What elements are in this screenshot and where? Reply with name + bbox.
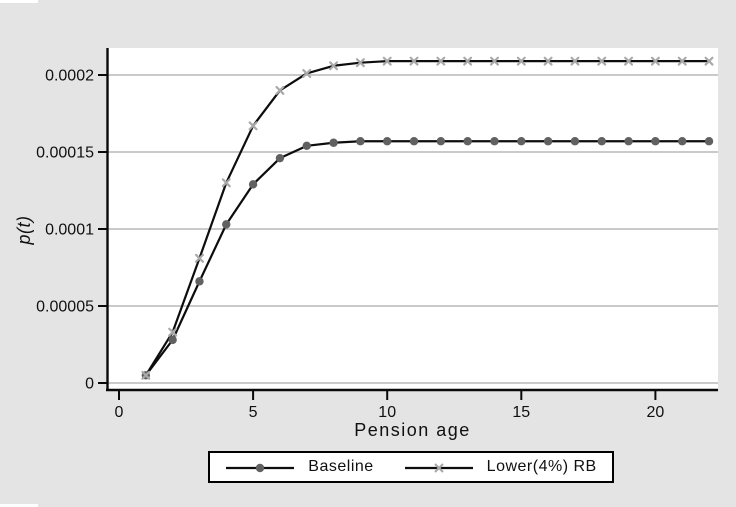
x-marker-icon [329,61,339,71]
circle-marker-icon [463,137,472,146]
circle-marker-icon [409,137,419,146]
y-tick-label: 0.0002 [45,68,94,85]
circle-marker-icon [704,137,714,146]
legend-sample-lower-rb-icon [404,461,474,473]
x-marker-icon [355,58,365,68]
y-axis-title: p(t) [14,215,34,245]
circle-marker-icon [543,137,553,146]
y-tick-label: 0 [85,376,94,393]
legend-label-baseline: Baseline [308,458,374,475]
legend-entry-lower-rb: Lower(4%) RB [404,458,597,476]
x-marker-icon [275,85,285,95]
scan-artifact-bottom [0,504,38,507]
series-line-lower-rb [144,60,710,376]
circle-marker-icon [678,137,687,146]
x-marker-icon [436,56,446,66]
legend: Baseline Lower(4%) RB [208,451,614,483]
x-marker-icon [516,56,526,66]
x-marker-icon [221,178,231,188]
x-tick-label: 15 [512,404,530,421]
circle-marker-icon [168,335,177,345]
x-marker-icon [704,56,714,66]
circle-marker-icon [436,137,446,146]
x-marker-icon [141,370,151,380]
x-marker-icon [543,56,553,66]
x-marker-icon [168,327,178,337]
legend-label-lower-rb: Lower(4%) RB [486,458,597,475]
circle-marker-icon [195,277,204,286]
x-marker-icon [248,121,258,131]
circle-marker-icon [356,137,365,146]
x-marker-icon [434,463,444,473]
circle-marker-icon [490,137,499,146]
x-marker-icon [650,56,660,66]
x-marker-icon [489,56,499,66]
x-tick-label: 0 [115,404,124,421]
legend-sample-svg [404,463,473,473]
x-marker-icon [677,56,687,66]
circle-marker-icon [248,180,258,189]
plot-area [107,48,718,390]
x-marker-icon [302,68,312,78]
circle-marker-icon [383,137,392,146]
y-tick-label: 0.00015 [36,145,94,162]
circle-marker-icon [651,137,660,146]
x-marker-icon [597,56,607,66]
circle-marker-icon [256,463,265,473]
circle-marker-icon [570,137,580,146]
legend-sample-baseline-icon [225,461,295,473]
x-marker-icon [382,56,392,66]
legend-sample-svg [226,463,295,473]
circle-marker-icon [597,137,606,146]
y-tick-label: 0.00005 [36,299,94,316]
x-marker-icon [409,56,419,66]
x-marker-icon [463,56,473,66]
circle-marker-icon [222,220,231,229]
x-tick-label: 20 [647,404,665,421]
series-line-baseline [144,140,710,376]
circle-marker-icon [302,141,311,151]
x-marker-icon [570,56,580,66]
x-tick-label: 5 [249,404,258,421]
x-axis-title: Pension age [354,420,471,440]
x-tick-label: 10 [378,404,396,421]
circle-marker-icon [624,137,633,146]
x-marker-icon [194,253,204,263]
y-tick-label: 0.0001 [45,222,94,239]
circle-marker-icon [517,137,526,146]
legend-entry-baseline: Baseline [225,458,373,476]
x-marker-icon [624,56,634,66]
circle-marker-icon [329,138,338,147]
circle-marker-icon [275,153,285,163]
scan-artifact-top [0,0,38,3]
